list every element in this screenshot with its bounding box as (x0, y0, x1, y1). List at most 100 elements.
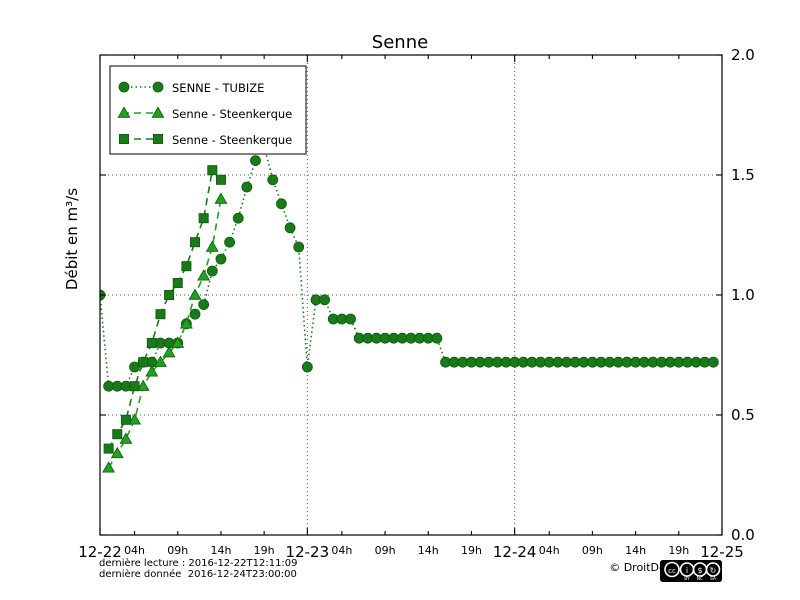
circle-marker (319, 294, 331, 306)
y-tick-labels: 0.0 0.5 1.0 1.5 2.0 (731, 46, 755, 544)
square-marker (215, 174, 226, 185)
x-tick-label-minor: 14h (418, 544, 439, 557)
x-tick-label-minor: 14h (625, 544, 646, 557)
triangle-marker (214, 192, 228, 204)
svg-text:↻: ↻ (710, 566, 717, 575)
svg-text:i: i (686, 566, 688, 575)
triangle-marker (197, 269, 211, 281)
footer-line-2: dernière donnée 2016-12-24T23:00:00 (99, 569, 297, 580)
triangle-marker (136, 379, 150, 391)
svg-text:SA: SA (710, 576, 717, 582)
square-marker (152, 133, 163, 144)
triangle-marker (110, 446, 124, 459)
legend-label-0[interactable]: SENNE - TUBIZE (172, 81, 264, 95)
square-marker (138, 357, 149, 368)
circle-marker (284, 222, 296, 234)
triangle-marker (117, 106, 131, 118)
x-tick-label-minor: 09h (167, 544, 188, 557)
circle-marker (232, 212, 244, 224)
triangle-marker (128, 413, 141, 425)
series-2 (103, 165, 218, 454)
series-1 (102, 192, 228, 473)
svg-text:BY: BY (684, 576, 690, 582)
chart-title: Senne (371, 32, 429, 53)
triangle-marker (151, 106, 165, 118)
circle-marker (198, 299, 210, 311)
square-marker (172, 277, 183, 288)
triangle-marker (102, 461, 116, 473)
triangle-marker (179, 317, 193, 329)
x-tick-label-major: 12-24 (493, 543, 537, 561)
x-tick-label-major: 12-22 (78, 543, 122, 561)
x-tick-label-minor: 04h (539, 544, 560, 557)
circle-marker (241, 181, 253, 193)
triangle-marker (171, 336, 185, 348)
legend-label-2[interactable]: Senne - Steenkerque (172, 133, 292, 147)
circle-marker (431, 332, 443, 344)
cc-by-nc-sa-icon: cc i $ ↻ BY NC SA (660, 560, 722, 582)
square-marker (181, 261, 192, 272)
x-tick-label-major: 12-25 (700, 543, 744, 561)
x-tick-label-minor: 19h (461, 544, 482, 557)
vertical-gridlines (306, 55, 516, 535)
circle-marker (152, 81, 164, 93)
circle-marker (224, 236, 235, 248)
x-tick-label-minor: 04h (124, 544, 145, 557)
circle-marker (276, 198, 287, 210)
x-tick-label-minor: 19h (668, 544, 689, 557)
legend-label-1[interactable]: Senne - Steenkerque (172, 107, 292, 121)
chart-legend[interactable]: SENNE - TUBIZE Senne - Steenkerque Senne -… (109, 65, 307, 155)
y-tick-label: 0.0 (731, 526, 755, 544)
square-marker (164, 289, 175, 300)
data-series-layer (100, 140, 719, 473)
footer-read-info: dernière lecture : 2016-12-22T12:11:09 d… (99, 558, 298, 580)
circle-marker (215, 253, 227, 265)
svg-text:NC: NC (697, 576, 704, 582)
x-tick-label-minor: 14h (210, 544, 231, 557)
square-marker (120, 414, 131, 425)
triangle-marker (162, 346, 176, 358)
triangle-marker (145, 365, 159, 377)
axis-ticks (99, 54, 723, 536)
y-tick-label: 0.5 (731, 406, 755, 424)
svg-text:$: $ (697, 566, 702, 575)
square-marker (103, 443, 114, 454)
square-marker (155, 309, 166, 320)
square-marker (119, 133, 130, 144)
square-marker (207, 165, 218, 176)
y-tick-label: 2.0 (731, 46, 755, 64)
circle-marker (293, 241, 305, 253)
x-tick-label-minor: 09h (375, 544, 396, 557)
square-marker (198, 213, 209, 224)
circle-marker (345, 313, 356, 325)
square-marker (190, 237, 201, 248)
triangle-marker (188, 288, 202, 300)
circle-marker (301, 361, 313, 373)
x-tick-label-minor: 09h (582, 544, 603, 557)
series-3 (215, 174, 226, 185)
circle-marker (206, 265, 218, 277)
circle-marker (189, 308, 201, 320)
triangle-marker (119, 432, 133, 444)
circle-marker (707, 356, 719, 368)
circle-marker (267, 174, 279, 186)
x-tick-label-major: 12-23 (286, 543, 330, 561)
circle-marker (250, 155, 261, 167)
square-marker (146, 337, 157, 348)
y-tick-label: 1.5 (731, 166, 755, 184)
x-tick-labels: 12-22 12-23 12-24 12-25 04h 09h 14h 19h 04h 09h 14… (78, 543, 744, 561)
footer-line-1: dernière lecture : 2016-12-22T12:11:09 (99, 558, 298, 569)
circle-marker (120, 380, 132, 392)
x-tick-label-minor: 19h (254, 544, 275, 557)
triangle-marker (154, 355, 167, 367)
square-marker (112, 429, 123, 440)
x-tick-label-minor: 04h (331, 544, 352, 557)
square-marker (129, 381, 140, 392)
triangle-marker (205, 240, 219, 252)
circle-marker (118, 81, 130, 93)
legend-box (109, 65, 307, 155)
y-tick-label: 1.0 (731, 286, 755, 304)
svg-text:cc: cc (668, 567, 676, 575)
